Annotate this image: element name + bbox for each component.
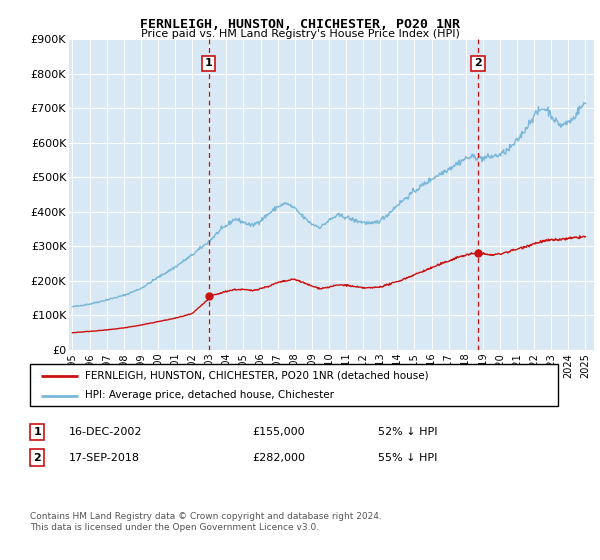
Text: 2: 2: [34, 452, 41, 463]
Text: £282,000: £282,000: [252, 452, 305, 463]
Text: 52% ↓ HPI: 52% ↓ HPI: [378, 427, 437, 437]
Text: HPI: Average price, detached house, Chichester: HPI: Average price, detached house, Chic…: [85, 390, 334, 400]
Text: 1: 1: [34, 427, 41, 437]
Text: Price paid vs. HM Land Registry's House Price Index (HPI): Price paid vs. HM Land Registry's House …: [140, 29, 460, 39]
Text: FERNLEIGH, HUNSTON, CHICHESTER, PO20 1NR: FERNLEIGH, HUNSTON, CHICHESTER, PO20 1NR: [140, 18, 460, 31]
Text: 1: 1: [205, 58, 212, 68]
Text: £155,000: £155,000: [252, 427, 305, 437]
Text: Contains HM Land Registry data © Crown copyright and database right 2024.
This d: Contains HM Land Registry data © Crown c…: [30, 512, 382, 532]
Text: FERNLEIGH, HUNSTON, CHICHESTER, PO20 1NR (detached house): FERNLEIGH, HUNSTON, CHICHESTER, PO20 1NR…: [85, 371, 429, 381]
Text: 55% ↓ HPI: 55% ↓ HPI: [378, 452, 437, 463]
Text: 2: 2: [474, 58, 482, 68]
Text: 17-SEP-2018: 17-SEP-2018: [69, 452, 140, 463]
Text: 16-DEC-2002: 16-DEC-2002: [69, 427, 143, 437]
